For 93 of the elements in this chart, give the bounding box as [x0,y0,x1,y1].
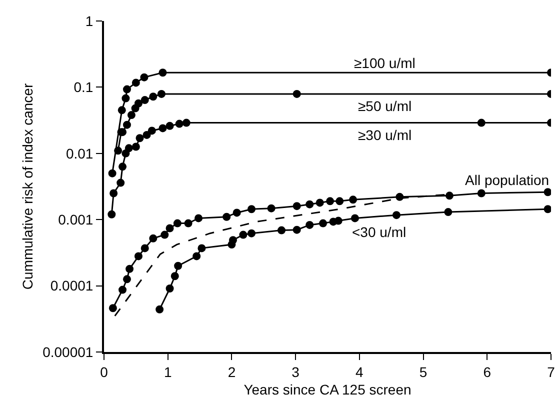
point [306,200,314,208]
point [127,111,136,120]
x-axis-title: Years since CA 125 screen [244,382,412,398]
point [158,124,167,132]
y-axis-title: Cummulative risk of index cancer [20,83,36,290]
y-tick-label: 0.01 [66,145,94,162]
point [126,264,134,273]
point [444,208,452,216]
point [239,230,248,239]
x-tick-label: 4 [356,364,364,380]
series-label: ≥30 u/ml [358,127,412,143]
point [148,126,156,135]
point [306,220,314,229]
series-label: <30 u/ml [352,224,406,240]
point [316,198,324,207]
point [132,142,140,151]
point [166,224,174,232]
point [142,130,151,139]
series-label: ≥100 u/ml [354,55,416,71]
y-tick-label: 1 [85,12,94,29]
point [544,188,551,196]
point [160,230,169,239]
point [248,205,256,214]
point [108,304,117,312]
x-tick-label: 1 [164,364,172,380]
y-tick-label: 0.0001 [50,278,94,294]
point [118,162,127,171]
y-tick-label: 0.001 [58,212,94,228]
point [292,90,301,98]
point [134,99,142,108]
point [132,78,140,87]
x-tick-label: 2 [228,364,236,380]
point [175,120,184,128]
point [122,85,131,94]
point [170,272,179,280]
point [173,219,182,228]
point [228,236,237,244]
point [166,122,174,130]
point [174,262,182,270]
point [108,169,116,178]
point [222,212,231,221]
point [319,219,328,228]
y-tick-label: 0.1 [74,79,94,96]
point [184,219,192,228]
point [134,252,142,260]
point [267,204,276,212]
x-tick-label: 7 [547,364,556,380]
series-label: All population [465,172,550,188]
point [166,284,174,293]
point [194,214,203,222]
point [248,229,256,238]
point [477,189,486,198]
point [349,196,358,204]
point [544,205,551,214]
point [477,118,486,127]
point [336,197,344,206]
point [278,226,286,234]
point [108,210,116,218]
point [292,202,301,210]
point [392,211,400,220]
point [116,178,125,187]
point [110,189,118,198]
x-tick-label: 5 [419,364,428,380]
point [122,120,131,129]
point [192,252,201,260]
x-tick-label: 0 [100,364,108,380]
y-tick-label: 0.00001 [42,344,94,360]
point [149,92,158,101]
point [124,144,133,152]
point [140,73,148,82]
point [118,106,126,114]
point [445,192,454,200]
point [157,90,166,98]
point [140,244,149,252]
point [122,275,131,284]
point [158,68,167,77]
point [114,146,122,155]
point [292,226,301,234]
point [350,214,359,222]
point [122,94,130,102]
point [149,234,158,242]
point [156,305,164,314]
series-label: ≥50 u/ml [358,98,412,114]
point [140,96,149,104]
x-tick-label: 6 [483,364,492,380]
point [182,118,190,127]
point [232,208,241,217]
x-tick-label: 3 [292,364,300,380]
point [334,216,342,225]
point [118,286,127,294]
point [198,244,206,252]
point [326,197,334,206]
point [136,134,144,142]
